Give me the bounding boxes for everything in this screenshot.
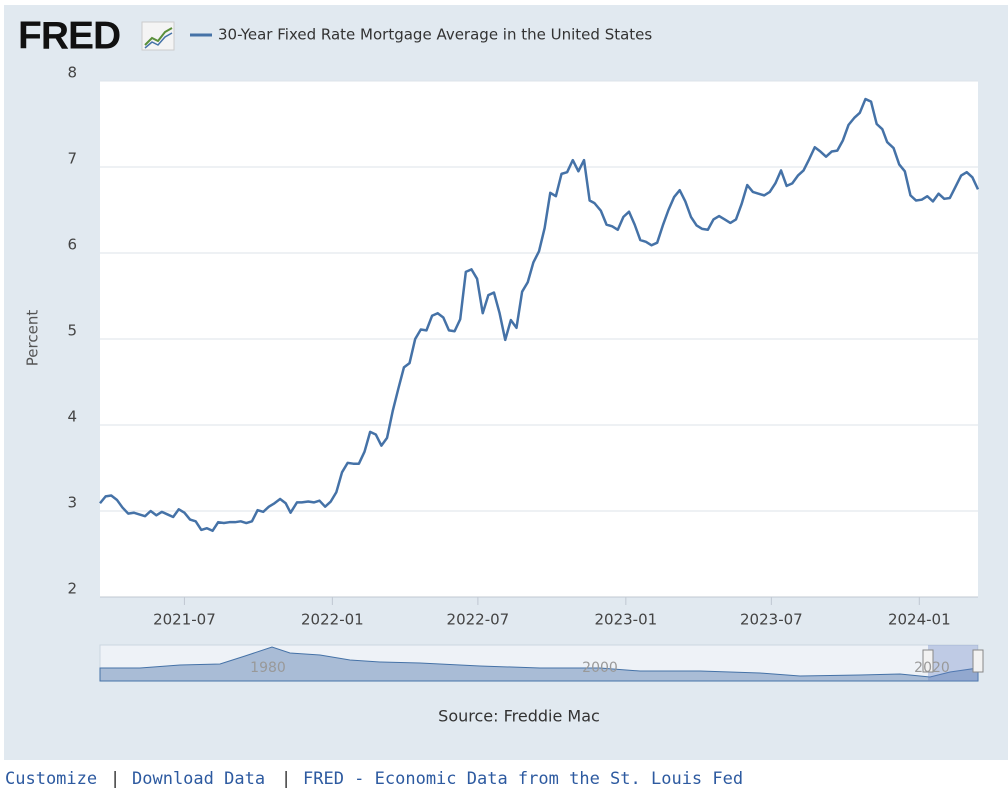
y-tick-label: 4 [67,408,77,426]
logo: FRED [18,14,120,57]
x-tick-label: 2024-01 [888,611,951,629]
footer-link[interactable]: Download Data [132,769,265,789]
footer-link[interactable]: Customize [5,769,97,789]
x-tick-label: 2023-01 [594,611,657,629]
footer-separator: | [281,769,291,789]
y-tick-label: 3 [67,494,77,512]
navigator: 1980 2000 2020 [99,644,984,682]
footer-separator: | [110,769,120,789]
y-tick-label: 5 [67,322,77,340]
navigator-label: 2000 [582,660,618,676]
x-tick-label: 2022-01 [301,611,364,629]
footer-link[interactable]: FRED - Economic Data from the St. Louis … [303,769,743,789]
x-tick-label: 2022-07 [447,611,510,629]
legend-label: 30-Year Fixed Rate Mortgage Average in t… [218,26,652,44]
navigator-label: 2020 [914,660,950,676]
logo-icon [141,21,175,51]
series-line [99,97,980,533]
x-tick-label: 2021-07 [153,611,216,629]
y-tick-label: 8 [67,64,77,82]
y-tick-label: 6 [67,236,77,254]
x-tick-label: 2023-07 [740,611,803,629]
navigator-label: 1980 [250,660,286,676]
y-axis-title: Percent [24,310,42,367]
y-tick-label: 7 [67,150,77,168]
y-tick-label: 2 [67,580,77,598]
source-note: Source: Freddie Mac [438,707,600,726]
